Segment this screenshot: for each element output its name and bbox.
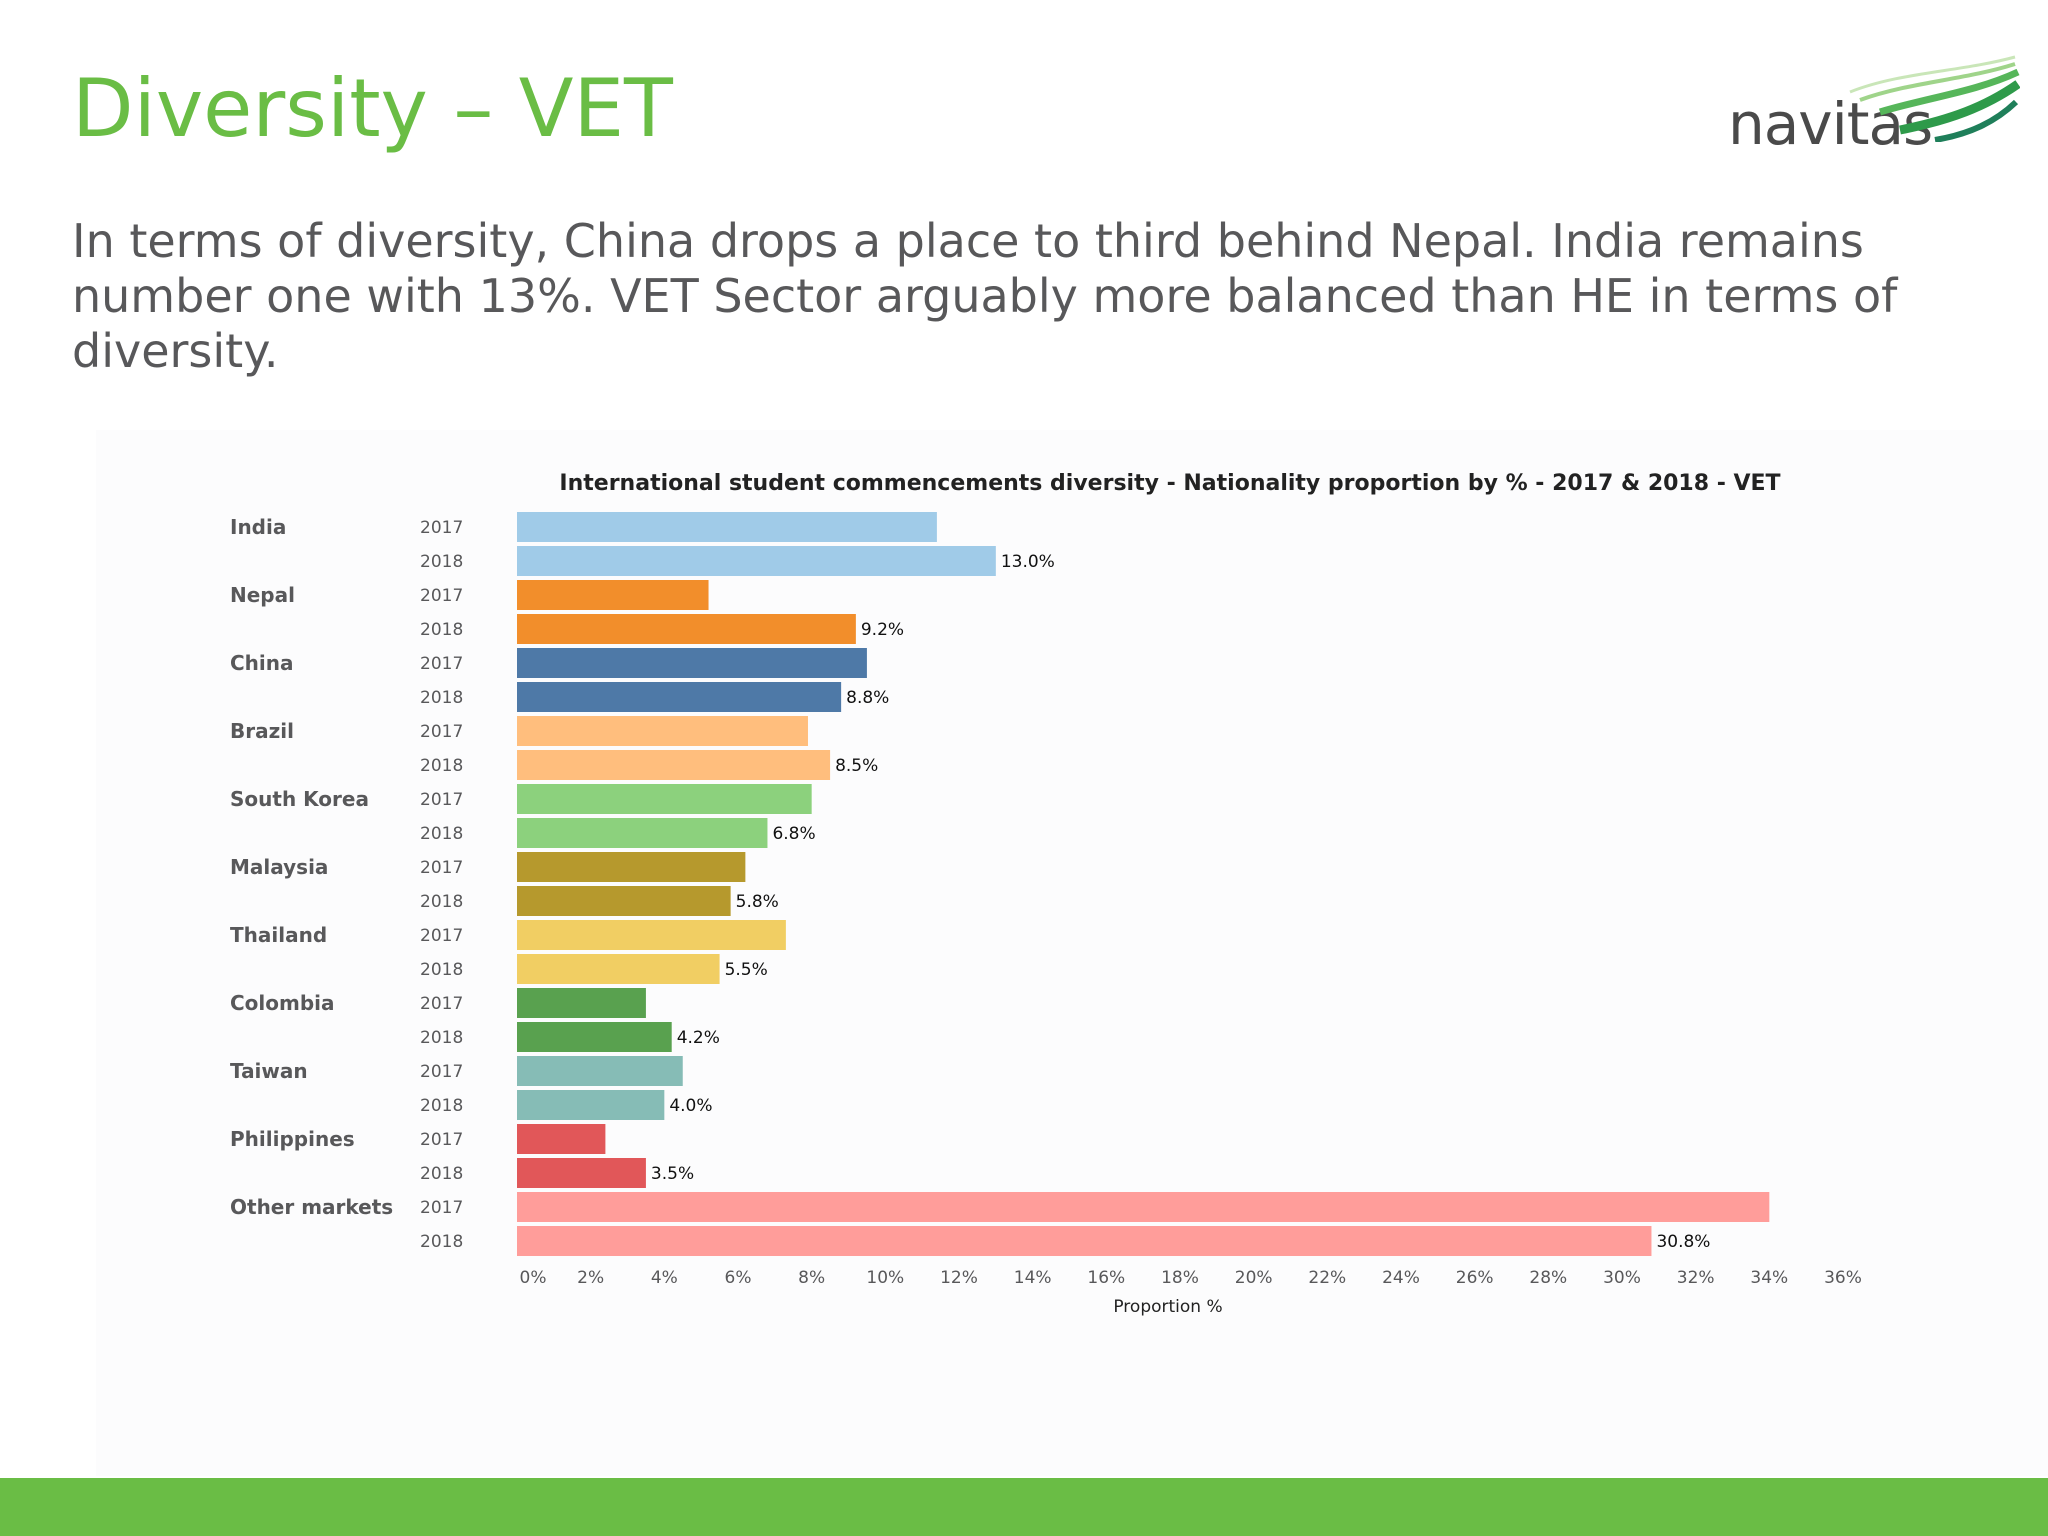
year-label: 2018 <box>420 552 463 572</box>
year-label: 2017 <box>420 926 463 946</box>
year-label: 2018 <box>420 824 463 844</box>
year-label: 2017 <box>420 722 463 742</box>
year-label: 2017 <box>420 1062 463 1082</box>
year-label: 2018 <box>420 1164 463 1184</box>
x-tick-label: 16% <box>1087 1268 1125 1288</box>
year-label: 2017 <box>420 1198 463 1218</box>
bar-other-markets-2017 <box>517 1192 1770 1222</box>
bar-india-2018 <box>517 546 996 576</box>
year-label: 2018 <box>420 620 463 640</box>
bar-malaysia-2017 <box>517 852 746 882</box>
x-tick-label: 34% <box>1750 1268 1788 1288</box>
year-label: 2017 <box>420 586 463 606</box>
bar-other-markets-2018 <box>517 1226 1652 1256</box>
x-tick-label: 2% <box>577 1268 604 1288</box>
x-tick-label: 0% <box>520 1268 547 1288</box>
year-label: 2017 <box>420 790 463 810</box>
x-tick-label: 26% <box>1456 1268 1494 1288</box>
year-label: 2017 <box>420 1130 463 1150</box>
data-label: 6.8% <box>772 824 815 844</box>
category-label: Colombia <box>230 991 335 1015</box>
bar-south-korea-2017 <box>517 784 812 814</box>
x-tick-label: 8% <box>798 1268 825 1288</box>
chart-panel: International student commencements dive… <box>96 430 2048 1476</box>
x-tick-label: 6% <box>725 1268 752 1288</box>
year-label: 2017 <box>420 654 463 674</box>
year-label: 2018 <box>420 1096 463 1116</box>
category-label: India <box>230 515 286 539</box>
bar-philippines-2017 <box>517 1124 606 1154</box>
x-tick-label: 12% <box>940 1268 978 1288</box>
year-label: 2017 <box>420 994 463 1014</box>
category-label: Philippines <box>230 1127 355 1151</box>
bar-brazil-2017 <box>517 716 808 746</box>
chart-title: International student commencements dive… <box>559 471 1780 496</box>
category-label: Taiwan <box>230 1059 308 1083</box>
year-label: 2017 <box>420 858 463 878</box>
category-label: Brazil <box>230 719 294 743</box>
category-label: South Korea <box>230 787 369 811</box>
logo-swoosh-icon <box>1849 55 2020 142</box>
bar-nepal-2018 <box>517 614 856 644</box>
year-label: 2018 <box>420 1232 463 1252</box>
bar-china-2017 <box>517 648 867 678</box>
data-label: 4.2% <box>677 1028 720 1048</box>
bar-south-korea-2018 <box>517 818 768 848</box>
year-label: 2017 <box>420 518 463 538</box>
category-label: Thailand <box>230 923 327 947</box>
bar-colombia-2018 <box>517 1022 672 1052</box>
x-tick-label: 22% <box>1308 1268 1346 1288</box>
x-tick-label: 14% <box>1014 1268 1052 1288</box>
year-label: 2018 <box>420 756 463 776</box>
data-label: 3.5% <box>651 1164 694 1184</box>
data-label: 5.5% <box>725 960 768 980</box>
data-label: 8.8% <box>846 688 889 708</box>
diversity-bar-chart: International student commencements dive… <box>230 471 1862 1317</box>
bar-taiwan-2018 <box>517 1090 665 1120</box>
bar-nepal-2017 <box>517 580 709 610</box>
slide-body-text: In terms of diversity, China drops a pla… <box>72 214 1898 378</box>
data-label: 30.8% <box>1656 1232 1710 1252</box>
x-tick-label: 28% <box>1529 1268 1567 1288</box>
x-tick-label: 32% <box>1677 1268 1715 1288</box>
x-tick-label: 30% <box>1603 1268 1641 1288</box>
category-label: Malaysia <box>230 855 328 879</box>
bar-brazil-2018 <box>517 750 831 780</box>
category-label: Nepal <box>230 583 295 607</box>
category-label: China <box>230 651 294 675</box>
bar-colombia-2017 <box>517 988 646 1018</box>
data-label: 13.0% <box>1001 552 1055 572</box>
navitas-logo: navitas <box>1720 52 2020 162</box>
x-axis-label: Proportion % <box>1113 1297 1222 1317</box>
bar-india-2017 <box>517 512 937 542</box>
year-label: 2018 <box>420 1028 463 1048</box>
slide-title: Diversity – VET <box>72 62 673 155</box>
year-label: 2018 <box>420 892 463 912</box>
x-tick-label: 36% <box>1824 1268 1862 1288</box>
bar-thailand-2018 <box>517 954 720 984</box>
bar-taiwan-2017 <box>517 1056 683 1086</box>
footer-bar <box>0 1478 2048 1536</box>
category-label: Other markets <box>230 1195 393 1219</box>
x-tick-label: 18% <box>1161 1268 1199 1288</box>
x-tick-label: 20% <box>1235 1268 1273 1288</box>
logo-wordmark: navitas <box>1728 90 1933 158</box>
bar-malaysia-2018 <box>517 886 731 916</box>
bar-china-2018 <box>517 682 842 712</box>
bar-thailand-2017 <box>517 920 786 950</box>
data-label: 4.0% <box>669 1096 712 1116</box>
x-tick-label: 4% <box>651 1268 678 1288</box>
data-label: 8.5% <box>835 756 878 776</box>
year-label: 2018 <box>420 688 463 708</box>
data-label: 5.8% <box>736 892 779 912</box>
bar-philippines-2018 <box>517 1158 646 1188</box>
x-tick-label: 10% <box>866 1268 904 1288</box>
year-label: 2018 <box>420 960 463 980</box>
x-tick-label: 24% <box>1382 1268 1420 1288</box>
data-label: 9.2% <box>861 620 904 640</box>
